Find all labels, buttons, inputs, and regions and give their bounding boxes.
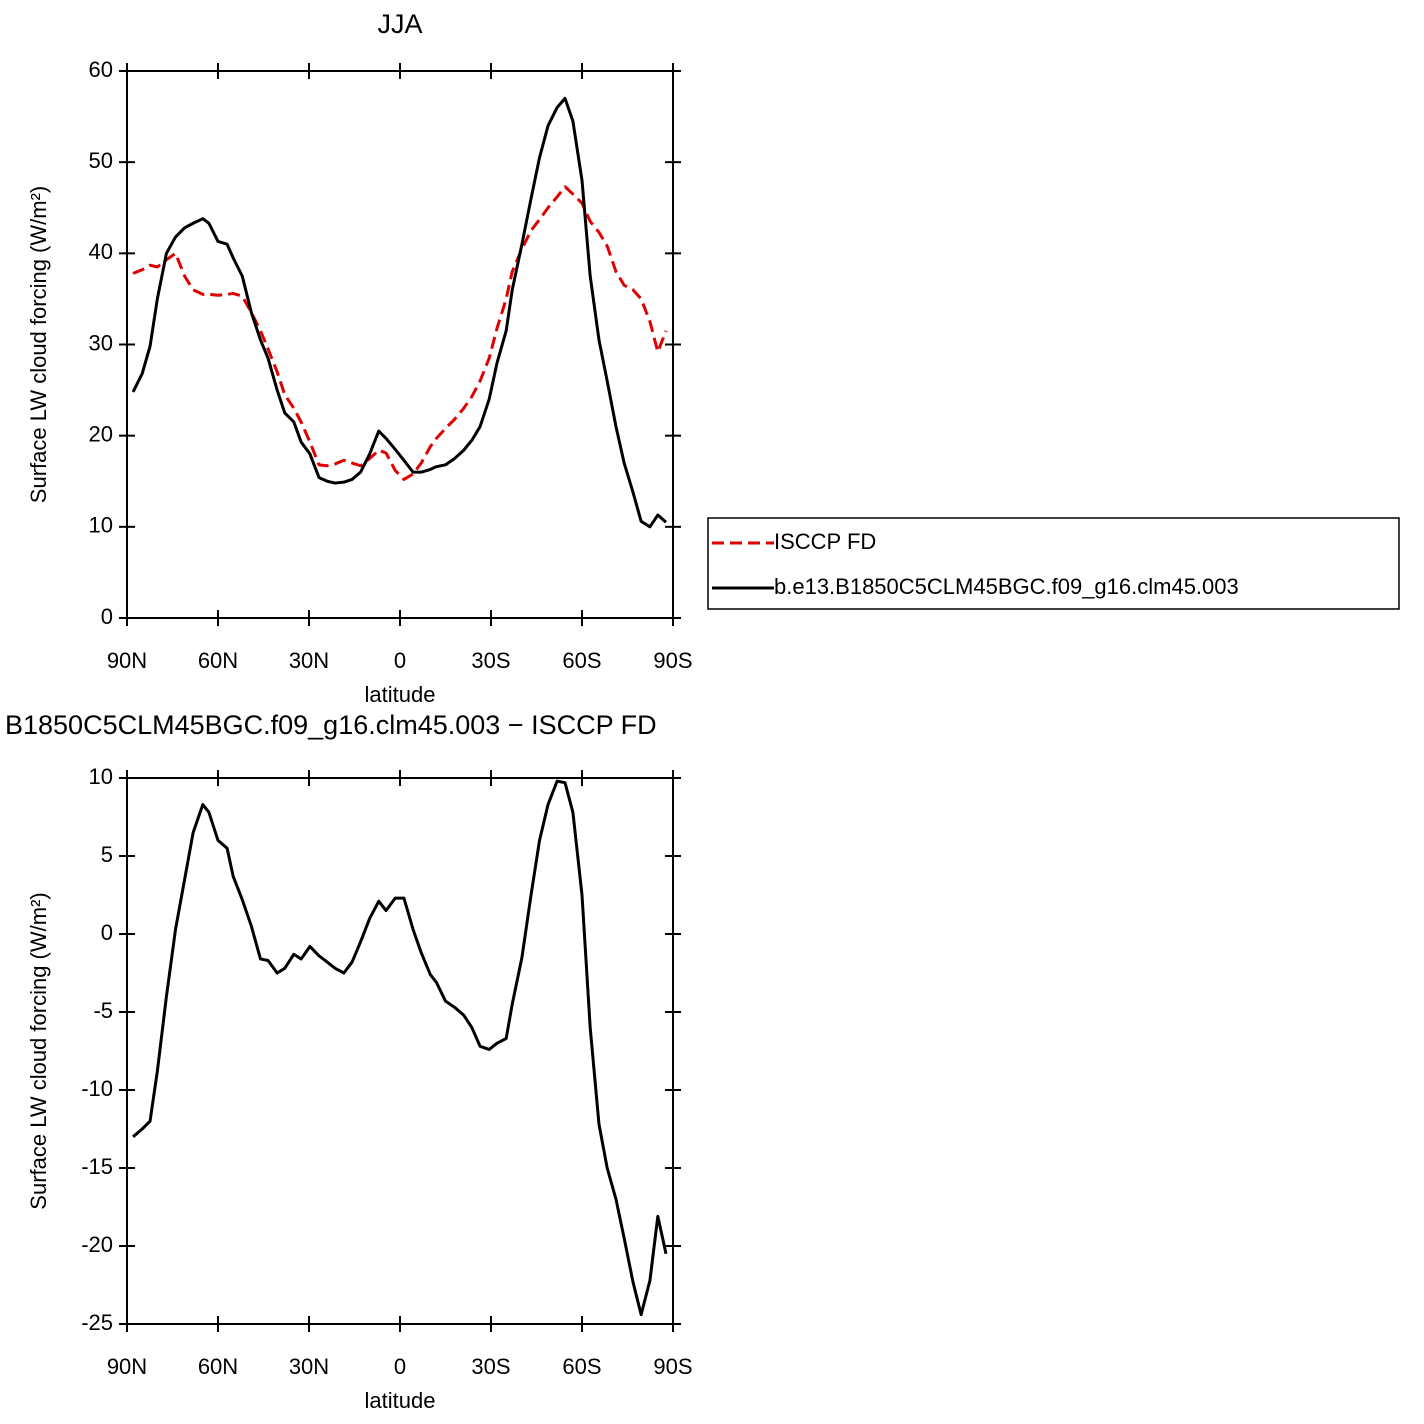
- x-axis-label: latitude: [365, 682, 436, 707]
- y-tick-label: 0: [101, 604, 113, 629]
- x-tick-label: 0: [394, 1354, 406, 1379]
- chart-title: JJA: [377, 9, 422, 39]
- x-tick-label: 90S: [653, 1354, 692, 1379]
- plot-frame: [126, 70, 674, 619]
- x-tick-label: 30N: [289, 648, 329, 673]
- data-line: [132, 779, 668, 1317]
- y-tick-label: 40: [89, 239, 113, 264]
- y-tick-label: -25: [81, 1310, 113, 1335]
- x-tick-label: 30S: [471, 1354, 510, 1379]
- y-tick-label: -15: [81, 1154, 113, 1179]
- y-tick-label: -20: [81, 1232, 113, 1257]
- x-tick-label: 60S: [562, 1354, 601, 1379]
- legend-box: [707, 517, 1400, 610]
- legend-label: ISCCP FD: [774, 529, 876, 554]
- x-tick-label: 90N: [107, 648, 147, 673]
- y-tick-label: 30: [89, 330, 113, 355]
- x-tick-label: 60N: [198, 648, 238, 673]
- x-axis-label: latitude: [365, 1388, 436, 1413]
- x-tick-label: 90N: [107, 1354, 147, 1379]
- y-axis-label: Surface LW cloud forcing (W/m²): [26, 892, 51, 1209]
- y-tick-label: 10: [89, 764, 113, 789]
- chart-title: B1850C5CLM45BGC.f09_g16.clm45.003 − ISCC…: [5, 710, 657, 740]
- y-tick-label: -5: [93, 998, 113, 1023]
- legend-label: b.e13.B1850C5CLM45BGC.f09_g16.clm45.003: [774, 574, 1239, 599]
- y-axis-label: Surface LW cloud forcing (W/m²): [26, 186, 51, 503]
- x-tick-label: 0: [394, 648, 406, 673]
- y-tick-label: 5: [101, 842, 113, 867]
- y-tick-label: -10: [81, 1076, 113, 1101]
- x-tick-label: 30N: [289, 1354, 329, 1379]
- x-tick-label: 30S: [471, 648, 510, 673]
- y-tick-label: 20: [89, 421, 113, 446]
- y-tick-label: 0: [101, 920, 113, 945]
- data-line: [131, 96, 668, 529]
- x-tick-label: 90S: [653, 648, 692, 673]
- y-tick-label: 60: [89, 57, 113, 82]
- y-tick-label: 50: [89, 148, 113, 173]
- x-tick-label: 60N: [198, 1354, 238, 1379]
- x-tick-label: 60S: [562, 648, 601, 673]
- y-tick-label: 10: [89, 513, 113, 538]
